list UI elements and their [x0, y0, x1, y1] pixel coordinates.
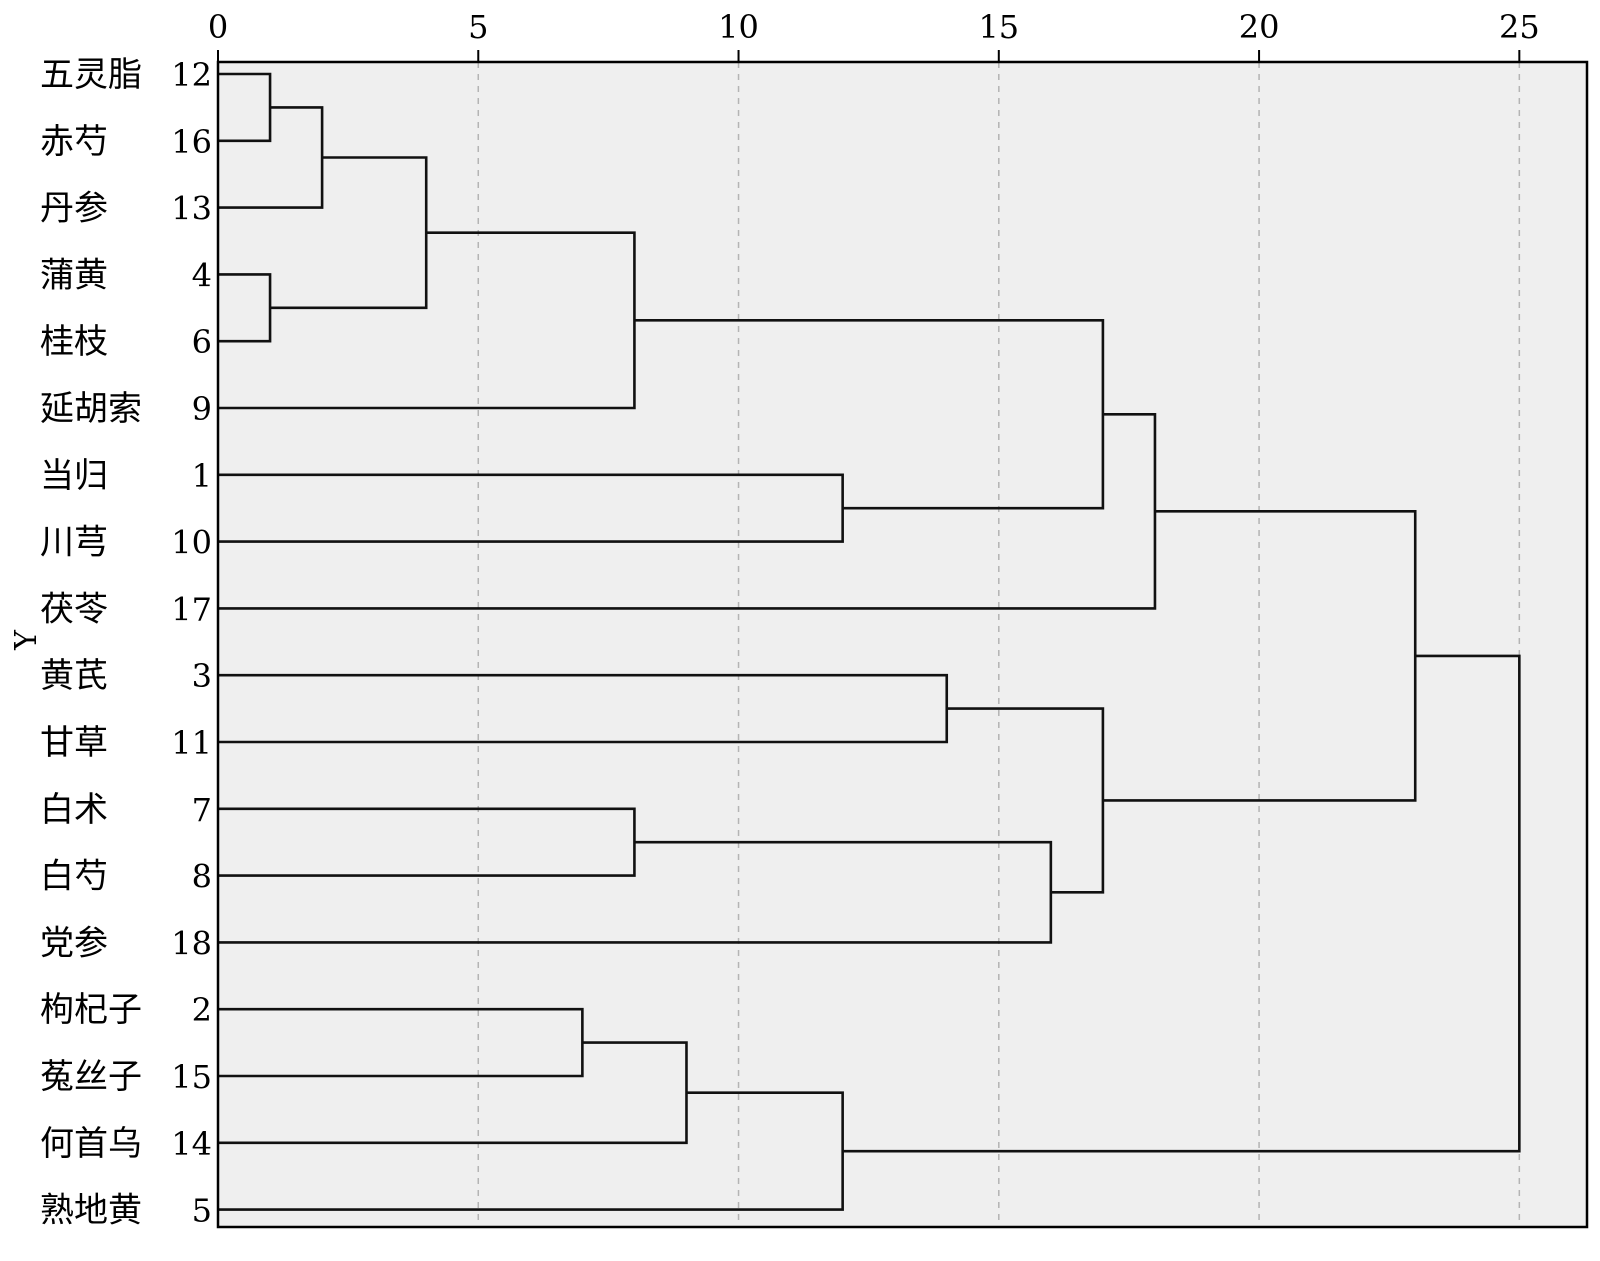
y-axis-title: Y: [9, 629, 44, 651]
leaf-name: 蒲黄: [40, 255, 108, 295]
x-tick-label: 0: [208, 8, 228, 46]
grid-lines: [477, 62, 1521, 1227]
leaf-name: 赤芍: [40, 122, 108, 162]
dendrogram-link: [842, 654, 1521, 1153]
leaf-id: 8: [192, 858, 212, 896]
leaf-labels: 五灵脂 12 赤芍 16 丹参 13 蒲黄 4 桂枝 6 延胡索 9 当归 1 川芎 10 茯苓 17 黄芪 3 甘草 1…: [40, 55, 212, 1231]
leaf-name: 熟地黄: [40, 1191, 142, 1231]
leaf-name: 丹参: [40, 189, 108, 229]
x-tick-label: 10: [718, 8, 759, 46]
x-tick-label: 15: [978, 8, 1019, 46]
dendrogram-link: [1102, 510, 1417, 802]
leaf-name: 黄芪: [40, 656, 108, 696]
leaf-id: 1: [192, 457, 212, 495]
plot-frame: [216, 60, 1589, 1229]
x-tick-label: 5: [468, 8, 488, 46]
leaf-id: 2: [192, 991, 212, 1029]
leaf-name: 川芎: [40, 523, 108, 563]
leaf-name: 白术: [40, 790, 108, 830]
leaf-name: 当归: [40, 456, 108, 496]
leaf-name: 菟丝子: [40, 1057, 142, 1097]
x-tick-label: 20: [1239, 8, 1280, 46]
dendrogram-link: [218, 106, 324, 209]
dendrogram-link: [946, 707, 1105, 894]
leaf-id: 7: [192, 791, 212, 829]
leaf-id: 15: [171, 1058, 212, 1096]
leaf-id: 9: [192, 390, 212, 428]
leaf-name: 白芍: [40, 857, 108, 897]
leaf-id: 5: [192, 1192, 212, 1230]
leaf-name: 枸杞子: [40, 990, 142, 1030]
dendrogram-link: [218, 840, 1053, 944]
plot-background: [218, 62, 1587, 1227]
leaf-id: 18: [171, 924, 212, 962]
dendrogram-link: [218, 673, 949, 744]
leaf-id: 17: [171, 590, 212, 628]
leaf-name: 延胡索: [40, 389, 142, 429]
x-axis: 0 5 10 15 20 25: [208, 8, 1540, 62]
leaf-id: 16: [171, 123, 212, 161]
leaf-name: 党参: [40, 923, 108, 963]
leaf-id: 11: [171, 724, 212, 762]
leaf-name: 五灵脂: [40, 55, 142, 95]
leaf-id: 10: [171, 524, 212, 562]
leaf-name: 茯苓: [40, 589, 108, 629]
dendrogram-link: [218, 1041, 688, 1145]
leaf-id: 14: [171, 1125, 212, 1163]
dendrogram-link: [634, 319, 1105, 510]
leaf-id: 13: [171, 190, 212, 228]
x-tick-label: 25: [1499, 8, 1540, 46]
leaf-name: 甘草: [40, 723, 108, 763]
dendrogram-links: [218, 72, 1521, 1211]
leaf-name: 桂枝: [40, 322, 108, 362]
leaf-name: 何首乌: [40, 1124, 142, 1164]
dendrogram-link: [218, 72, 272, 143]
leaf-id: 3: [192, 657, 212, 695]
dendrogram-link: [218, 273, 272, 343]
leaf-id: 6: [192, 323, 212, 361]
leaf-id: 4: [192, 256, 212, 294]
leaf-id: 12: [171, 56, 212, 94]
